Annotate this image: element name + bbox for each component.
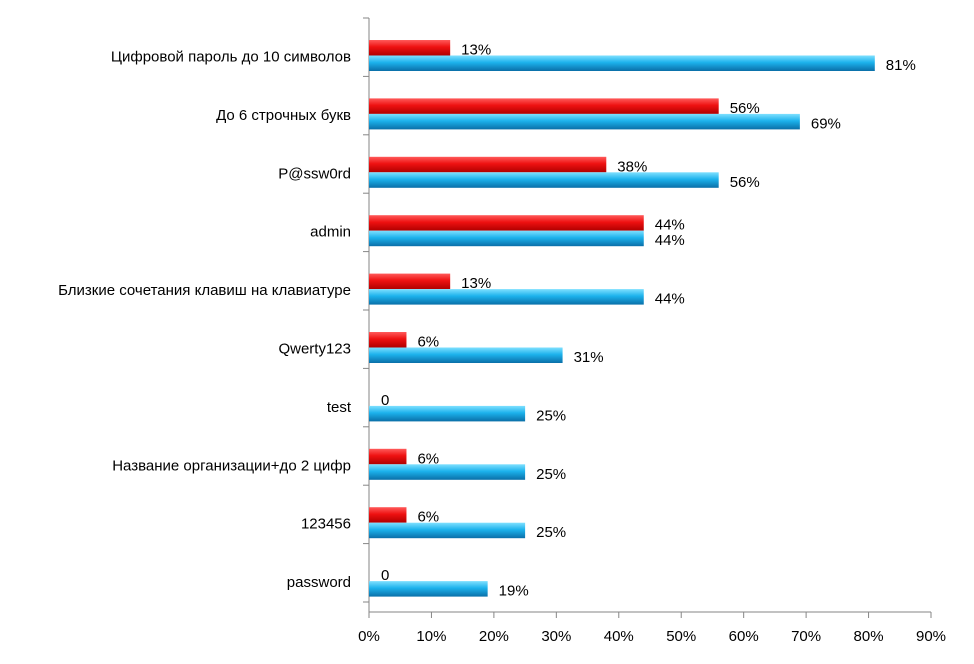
- x-tick-label: 50%: [666, 628, 696, 645]
- x-tick-label: 0%: [358, 628, 380, 645]
- data-label: 6%: [417, 450, 439, 467]
- category-label: Цифровой пароль до 10 символов: [111, 49, 351, 66]
- data-label: 25%: [536, 407, 566, 424]
- bar-series-1: [369, 332, 407, 348]
- data-label: 44%: [655, 217, 685, 234]
- bar-series-2: [369, 230, 644, 247]
- bar-series-1: [369, 507, 407, 523]
- data-label: 44%: [655, 291, 685, 308]
- category-label: admin: [310, 224, 351, 241]
- data-label: 6%: [417, 509, 439, 526]
- bar-series-2: [369, 347, 563, 363]
- data-label: 56%: [730, 100, 760, 117]
- category-label: P@ssw0rd: [278, 165, 351, 182]
- data-label: 13%: [461, 275, 491, 292]
- bar-series-2: [369, 55, 875, 71]
- x-tick-label: 10%: [416, 628, 446, 645]
- data-label: 38%: [617, 158, 647, 175]
- bar-series-2: [369, 405, 526, 422]
- x-tick-label: 60%: [729, 628, 759, 645]
- bar-series-2: [369, 464, 526, 480]
- bar-series-2: [369, 172, 719, 188]
- bar-series-1: [369, 273, 451, 290]
- data-label: 19%: [499, 583, 529, 600]
- x-tick-label: 80%: [854, 628, 884, 645]
- data-label: 0: [381, 567, 389, 584]
- x-tick-label: 90%: [916, 628, 946, 645]
- data-label: 56%: [730, 174, 760, 191]
- category-label: test: [327, 399, 352, 416]
- bar-series-1: [369, 448, 407, 465]
- category-label: password: [287, 574, 351, 591]
- bar-series-1: [369, 215, 644, 231]
- category-label: Близкие сочетания клавиш на клавиатуре: [58, 282, 351, 299]
- category-label: До 6 строчных букв: [216, 107, 351, 124]
- data-label: 13%: [461, 42, 491, 59]
- bar-series-2: [369, 581, 488, 597]
- data-label: 69%: [811, 115, 841, 132]
- bar-series-2: [369, 289, 644, 305]
- x-tick-label: 30%: [541, 628, 571, 645]
- data-label: 31%: [574, 349, 604, 366]
- data-label: 6%: [417, 334, 439, 351]
- data-label: 0: [381, 392, 389, 409]
- data-label: 25%: [536, 466, 566, 483]
- x-tick-label: 20%: [479, 628, 509, 645]
- data-label: 44%: [655, 232, 685, 249]
- data-label: 25%: [536, 524, 566, 541]
- x-tick-label: 70%: [791, 628, 821, 645]
- bar-series-1: [369, 40, 451, 56]
- bar-series-2: [369, 113, 800, 130]
- category-label: 123456: [301, 516, 351, 533]
- bar-series-1: [369, 156, 607, 173]
- plot-area: 0% 10% 20% 30% 40% 50% 60% 70% 80% 90% Цифровой па…: [58, 17, 946, 645]
- x-tick-label: 40%: [604, 628, 634, 645]
- bar-series-2: [369, 522, 526, 539]
- category-label: Название организации+до 2 цифр: [112, 457, 351, 474]
- bar-series-1: [369, 98, 719, 114]
- category-label: Qwerty123: [278, 341, 351, 358]
- data-label: 81%: [886, 57, 916, 74]
